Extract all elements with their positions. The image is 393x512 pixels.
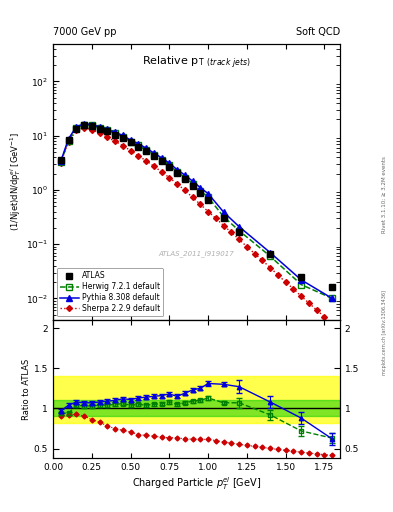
Text: Soft QCD: Soft QCD (296, 27, 340, 37)
Legend: ATLAS, Herwig 7.2.1 default, Pythia 8.308 default, Sherpa 2.2.9 default: ATLAS, Herwig 7.2.1 default, Pythia 8.30… (57, 268, 163, 316)
Text: Relative $\mathregular{p_T}$ $_{(track\ jets)}$: Relative $\mathregular{p_T}$ $_{(track\ … (142, 55, 251, 71)
Text: Rivet 3.1.10; ≥ 3.2M events: Rivet 3.1.10; ≥ 3.2M events (382, 156, 387, 233)
Bar (53, 376, 340, 423)
Text: 7000 GeV pp: 7000 GeV pp (53, 27, 117, 37)
Y-axis label: (1/Njet)dN/dp$^{el}_{T}$ [GeV$^{-1}$]: (1/Njet)dN/dp$^{el}_{T}$ [GeV$^{-1}$] (8, 132, 23, 231)
X-axis label: Charged Particle $p_T^{el}$ [GeV]: Charged Particle $p_T^{el}$ [GeV] (132, 475, 261, 492)
Text: mcplots.cern.ch [arXiv:1306.3436]: mcplots.cern.ch [arXiv:1306.3436] (382, 290, 387, 375)
Bar (53, 400, 340, 416)
Y-axis label: Ratio to ATLAS: Ratio to ATLAS (22, 358, 31, 420)
Text: ATLAS_2011_I919017: ATLAS_2011_I919017 (159, 250, 234, 257)
